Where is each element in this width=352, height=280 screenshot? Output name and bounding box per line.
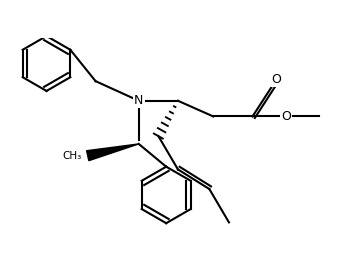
Text: N: N [134,94,143,107]
Polygon shape [87,144,139,161]
Text: O: O [281,110,291,123]
Text: CH₃: CH₃ [63,151,82,161]
Text: O: O [271,73,281,87]
